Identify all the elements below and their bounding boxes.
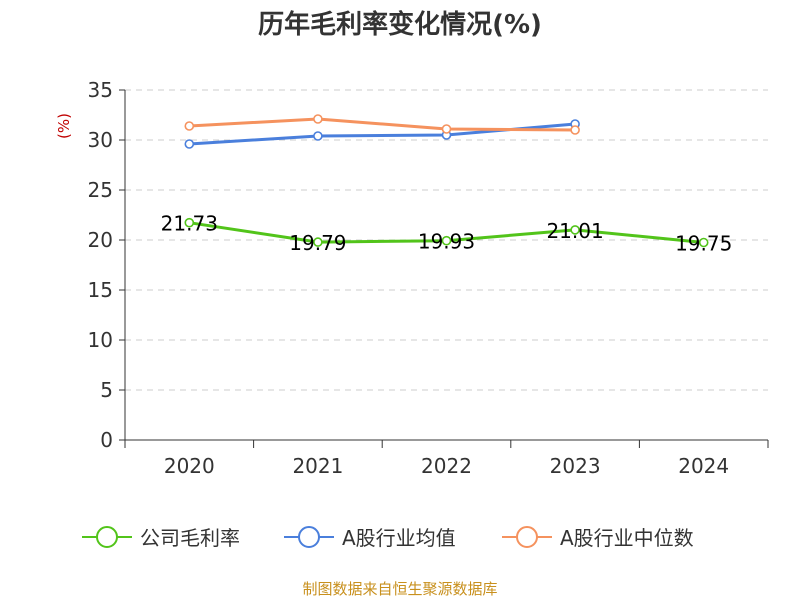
series-group [184,114,709,248]
data-point [313,237,323,247]
data-label: 19.93 [418,230,475,254]
y-tick-label: 15 [88,278,113,302]
data-point [313,131,323,141]
tick-labels: 0 5 10 15 20 25 30 35 2020 2021 2022 2023 2024 [88,78,730,478]
data-point [698,237,709,248]
legend-label: A股行业中位数 [560,526,694,550]
data-label: 21.01 [546,219,603,243]
data-point [184,121,195,131]
legend-marker-circle [298,526,320,548]
source-note: 制图数据来自恒生聚源数据库 [302,580,497,598]
data-point [184,217,195,228]
legend-marker-circle [516,526,538,548]
data-point [441,235,452,246]
chart-title: 历年毛利率变化情况(%) [258,9,542,40]
x-tick-label: 2021 [292,454,343,478]
data-point [313,114,323,124]
x-tick-label: 2023 [550,454,601,478]
legend-marker-circle [96,526,118,548]
y-tick-label: 30 [88,128,113,152]
data-label: 19.79 [289,231,346,255]
series-line [189,117,576,132]
y-tick-label: 10 [88,328,113,352]
y-tick-label: 20 [88,228,113,252]
data-labels: 21.73 19.79 19.93 21.01 19.75 [161,212,733,256]
data-label: 19.75 [675,232,732,256]
legend-label: 公司毛利率 [140,526,240,550]
data-point [570,125,580,135]
data-label: 21.73 [161,212,218,236]
data-point [184,139,195,149]
y-tick-label: 35 [88,78,113,102]
legend: 公司毛利率 A股行业均值 A股行业中位数 [82,526,694,550]
x-tick-label: 2022 [421,454,472,478]
legend-label: A股行业均值 [342,526,456,550]
data-point [441,124,452,134]
y-tick-label: 0 [100,428,113,452]
data-point [570,225,580,235]
axes [119,89,769,448]
x-tick-label: 2024 [678,454,729,478]
series-line [189,122,576,146]
x-tick-label: 2020 [164,454,215,478]
y-axis-label: (%) [55,113,73,139]
y-tick-label: 5 [100,378,113,402]
y-tick-label: 25 [88,178,113,202]
